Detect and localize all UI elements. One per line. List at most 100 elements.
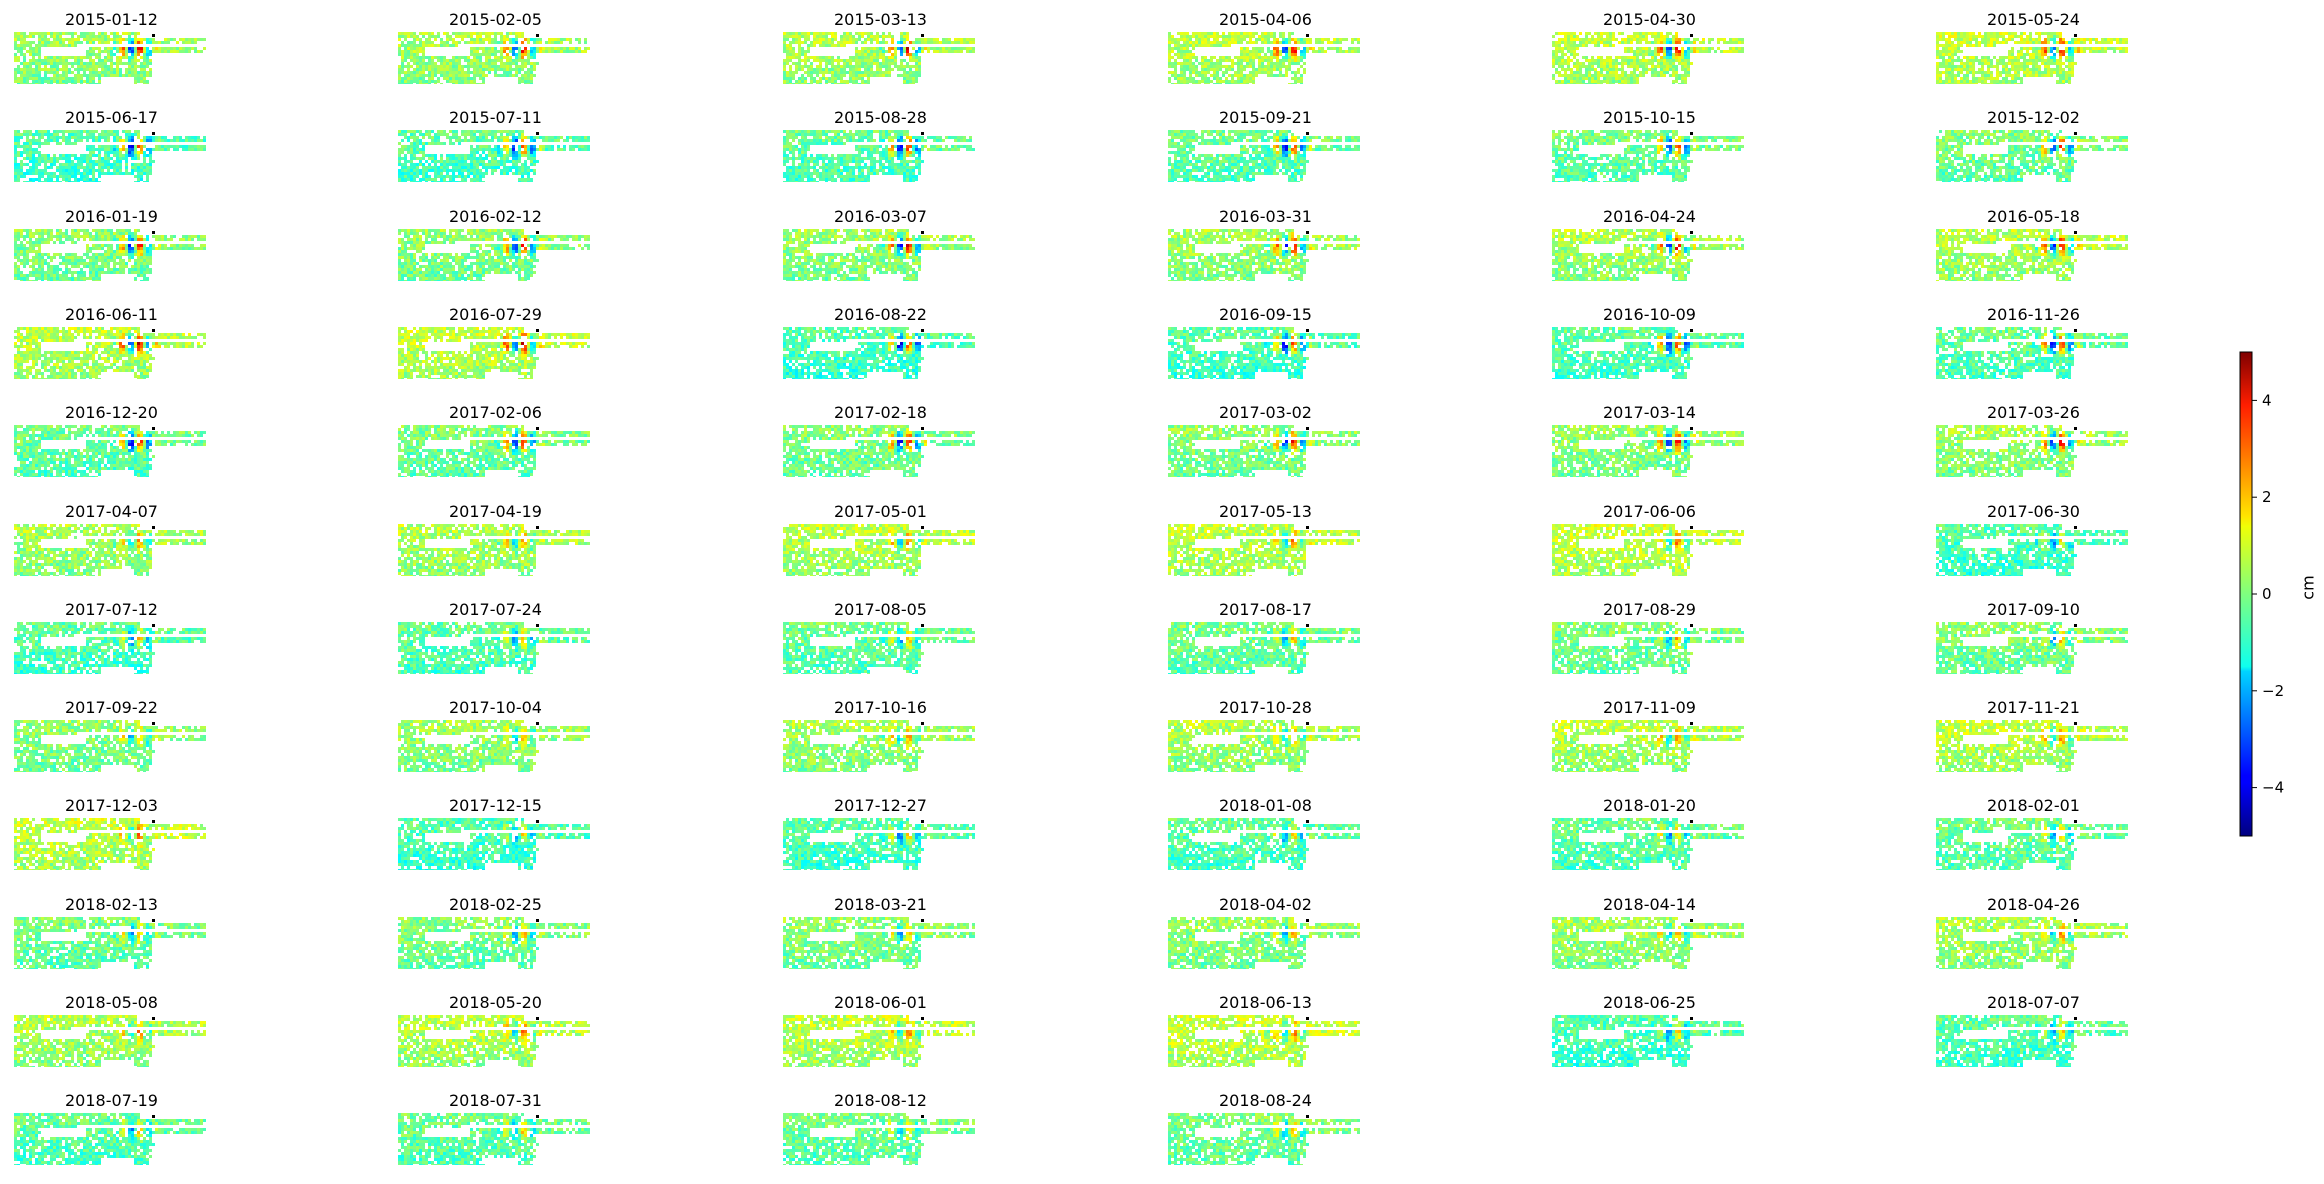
deformation-map [1168,621,1360,674]
colorbar-gradient [2239,351,2253,837]
panel-date-title: 2016-11-26 [1936,305,2131,325]
panel-date-title: 2017-08-29 [1552,600,1747,620]
map-panel: 2017-07-12 [14,600,209,674]
deformation-map [1936,326,2128,379]
map-panel: 2017-09-10 [1936,600,2131,674]
map-panel: 2017-12-27 [783,796,978,871]
deformation-map [398,326,590,379]
map-panel: 2017-05-13 [1168,502,1363,576]
map-panel: 2018-01-20 [1552,796,1747,871]
map-panel: 2017-12-15 [398,796,593,871]
panel-date-title: 2015-08-28 [783,108,978,128]
deformation-map [1552,720,1744,773]
deformation-map [783,326,975,379]
panel-date-title: 2015-10-15 [1552,108,1747,128]
map-panel: 2017-02-18 [783,403,978,478]
deformation-map [783,1113,975,1166]
map-panel: 2018-04-26 [1936,895,2131,969]
deformation-map [398,1113,590,1166]
map-panel: 2015-12-02 [1936,108,2131,183]
panel-date-title: 2018-04-26 [1936,895,2131,915]
deformation-map [1552,916,1744,969]
map-panel: 2016-08-22 [783,305,978,379]
map-panel: 2018-01-08 [1168,796,1363,871]
panel-date-title: 2018-06-13 [1168,993,1363,1013]
deformation-map [783,425,975,478]
panel-date-title: 2017-06-06 [1552,502,1747,522]
panel-date-title: 2016-08-22 [783,305,978,325]
map-panel: 2018-06-01 [783,993,978,1067]
map-panel: 2016-05-18 [1936,207,2131,281]
map-panel: 2017-07-24 [398,600,593,674]
deformation-map [14,1113,206,1166]
deformation-map [398,130,590,183]
map-panel: 2018-07-07 [1936,993,2131,1067]
map-panel: 2015-04-06 [1168,10,1363,84]
panel-date-title: 2018-02-13 [14,895,209,915]
map-panel: 2018-04-14 [1552,895,1747,969]
map-panel: 2016-10-09 [1552,305,1747,379]
deformation-map [1168,916,1360,969]
map-panel: 2018-07-31 [398,1091,593,1166]
map-panel: 2015-01-12 [14,10,209,84]
deformation-map [783,32,975,84]
deformation-map [398,818,590,871]
map-panel: 2015-10-15 [1552,108,1747,183]
deformation-map [14,621,206,674]
panel-date-title: 2018-04-14 [1552,895,1747,915]
deformation-map [14,818,206,871]
panel-date-title: 2018-05-08 [14,993,209,1013]
panel-date-title: 2017-09-10 [1936,600,2131,620]
panel-date-title: 2017-09-22 [14,698,209,718]
deformation-map [783,228,975,281]
deformation-map [1168,130,1360,183]
deformation-map [14,1015,206,1067]
panel-date-title: 2017-08-05 [783,600,978,620]
map-panel: 2018-08-24 [1168,1091,1363,1166]
deformation-map [783,621,975,674]
map-panel: 2017-08-17 [1168,600,1363,674]
map-panel: 2018-06-25 [1552,993,1747,1067]
map-panel: 2016-07-29 [398,305,593,379]
panel-date-title: 2017-10-28 [1168,698,1363,718]
deformation-map [1936,523,2128,576]
deformation-map [1936,621,2128,674]
deformation-map [398,1015,590,1067]
panel-date-title: 2017-03-02 [1168,403,1363,423]
panel-date-title: 2017-08-17 [1168,600,1363,620]
deformation-map [1936,818,2128,871]
map-panel: 2016-04-24 [1552,207,1747,281]
map-panel: 2016-09-15 [1168,305,1363,379]
panel-date-title: 2016-05-18 [1936,207,2131,227]
deformation-map [783,916,975,969]
deformation-map [398,916,590,969]
panel-date-title: 2018-05-20 [398,993,593,1013]
panel-date-title: 2017-03-14 [1552,403,1747,423]
deformation-map [1168,720,1360,773]
deformation-map [1552,130,1744,183]
panel-date-title: 2017-05-13 [1168,502,1363,522]
map-panel: 2017-08-05 [783,600,978,674]
colorbar-ticks: −4 −2 0 2 4 [2252,391,2284,797]
deformation-map [1552,425,1744,478]
panel-date-title: 2016-09-15 [1168,305,1363,325]
panel-date-title: 2015-09-21 [1168,108,1363,128]
panel-date-title: 2016-12-20 [14,403,209,423]
map-panel: 2018-08-12 [783,1091,978,1166]
map-panel: 2017-03-26 [1936,403,2131,478]
panel-date-title: 2017-05-01 [783,502,978,522]
map-panel: 2017-04-19 [398,502,593,576]
panel-date-title: 2018-02-01 [1936,796,2131,816]
map-panel: 2015-05-24 [1936,10,2131,84]
map-panel: 2015-09-21 [1168,108,1363,183]
panel-date-title: 2017-04-07 [14,502,209,522]
panel-date-title: 2015-12-02 [1936,108,2131,128]
panel-date-title: 2018-06-01 [783,993,978,1013]
deformation-map [1936,228,2128,281]
map-panel: 2017-03-14 [1552,403,1747,478]
map-panel: 2017-09-22 [14,698,209,773]
map-panel: 2018-02-25 [398,895,593,969]
panel-date-title: 2018-03-21 [783,895,978,915]
map-panel: 2017-12-03 [14,796,209,871]
